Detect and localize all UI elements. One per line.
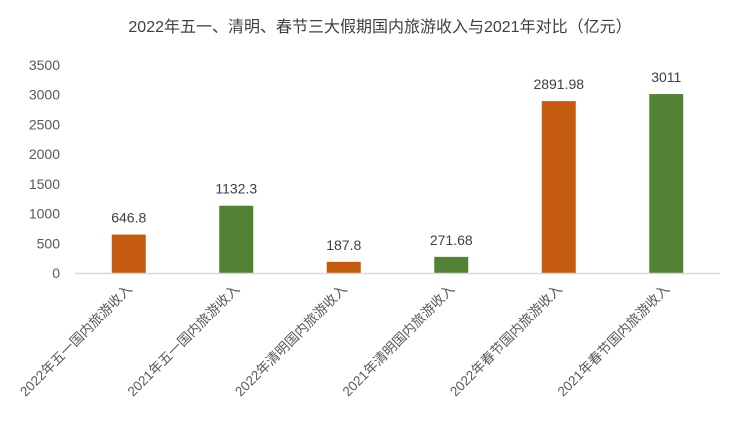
x-tick-label: 2021年春节国内旅游收入 [555, 281, 673, 399]
bar [649, 94, 684, 273]
y-tick-label: 2500 [29, 116, 60, 132]
y-tick-label: 500 [37, 235, 61, 251]
x-tick-label: 2022年春节国内旅游收入 [447, 281, 565, 399]
data-label: 2891.98 [533, 76, 584, 92]
x-tick-label: 2022年五一国内旅游收入 [17, 281, 135, 399]
y-tick-label: 3500 [29, 57, 60, 73]
y-tick-label: 2000 [29, 146, 60, 162]
x-tick-label: 2021年清明国内旅游收入 [340, 281, 458, 399]
bars: 646.8 1132.3 187.8 271.68 2891.98 3011 [111, 69, 684, 273]
x-tick-label: 2022年清明国内旅游收入 [232, 281, 350, 399]
data-label: 646.8 [111, 210, 146, 226]
data-label: 187.8 [326, 237, 361, 253]
bar [219, 205, 254, 273]
data-label: 1132.3 [215, 181, 257, 197]
chart-title: 2022年五一、清明、春节三大假期国内旅游收入与2021年对比（亿元） [128, 18, 631, 36]
bar [111, 234, 146, 273]
y-axis: 0 500 1000 1500 2000 2500 3000 3500 [29, 57, 60, 281]
y-tick-label: 3000 [29, 87, 60, 103]
y-tick-label: 1000 [29, 206, 60, 222]
x-tick-label: 2021年五一国内旅游收入 [125, 281, 243, 399]
bar [541, 101, 576, 273]
x-axis: 2022年五一国内旅游收入2021年五一国内旅游收入2022年清明国内旅游收入2… [17, 281, 673, 399]
data-label: 271.68 [430, 232, 473, 248]
y-tick-label: 0 [52, 265, 60, 281]
data-label: 3011 [651, 69, 681, 85]
y-tick-label: 1500 [29, 176, 60, 192]
bar [326, 261, 361, 273]
bar [434, 256, 469, 273]
